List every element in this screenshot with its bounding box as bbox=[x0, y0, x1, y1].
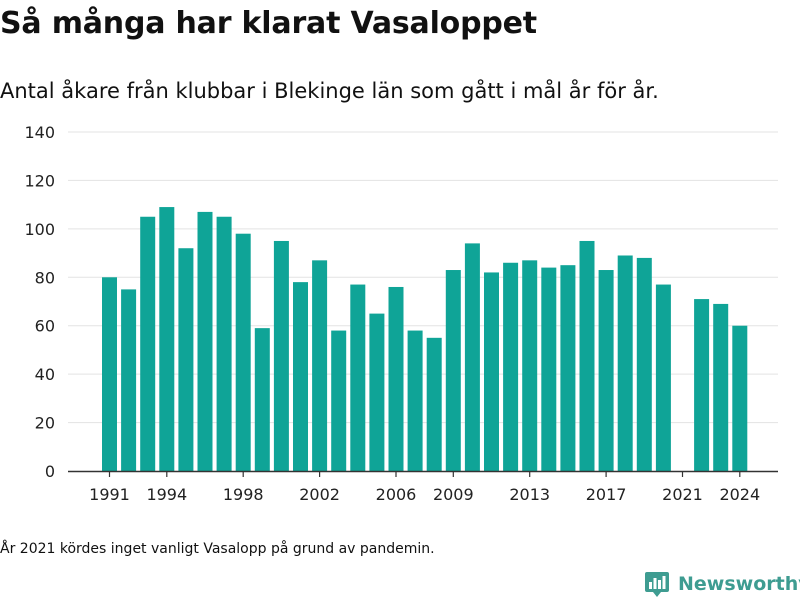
bar-2005[interactable] bbox=[369, 313, 385, 471]
y-tick-label: 120 bbox=[24, 171, 55, 190]
bar-1991[interactable] bbox=[102, 277, 117, 471]
bar-1997[interactable] bbox=[216, 216, 232, 471]
bar-2020[interactable] bbox=[655, 284, 671, 471]
y-tick-label: 60 bbox=[35, 317, 55, 336]
bar-1995[interactable] bbox=[178, 248, 194, 471]
x-tick-label: 1998 bbox=[223, 485, 264, 504]
bar-2001[interactable] bbox=[293, 282, 308, 471]
bar-1999[interactable] bbox=[254, 328, 270, 471]
bar-2019[interactable] bbox=[636, 257, 652, 471]
brand-name: Newsworthy bbox=[678, 573, 800, 595]
bar-2017[interactable] bbox=[598, 270, 614, 471]
x-axis-ticks: 1991 1994 1998 2002 2006 2009 2013 2017 2021 2024 bbox=[89, 471, 760, 504]
x-tick-label: 2024 bbox=[719, 485, 760, 504]
bar-2003[interactable] bbox=[331, 330, 347, 471]
bar-1998[interactable] bbox=[235, 233, 251, 471]
bar-2007[interactable] bbox=[407, 330, 423, 471]
y-tick-label: 0 bbox=[45, 462, 55, 481]
bar-1994[interactable] bbox=[159, 207, 175, 472]
x-tick-label: 1994 bbox=[146, 485, 187, 504]
x-tick-label: 2021 bbox=[662, 485, 703, 504]
y-tick-label: 100 bbox=[24, 220, 55, 239]
newsworthy-logo[interactable]: Newsworthy bbox=[644, 569, 800, 599]
bar-2013[interactable] bbox=[522, 260, 538, 471]
bar-2015[interactable] bbox=[560, 265, 576, 471]
y-tick-label: 80 bbox=[35, 268, 55, 287]
bar-2000[interactable] bbox=[273, 240, 289, 471]
bar-1992[interactable] bbox=[121, 289, 137, 471]
bar-2014[interactable] bbox=[541, 267, 557, 471]
bar-2006[interactable] bbox=[388, 286, 404, 471]
y-tick-label: 40 bbox=[35, 365, 55, 384]
bar-2022[interactable] bbox=[694, 299, 710, 471]
bar-2010[interactable] bbox=[464, 243, 480, 471]
y-tick-label: 140 bbox=[24, 123, 55, 142]
x-tick-label: 2002 bbox=[299, 485, 340, 504]
bar-2008[interactable] bbox=[426, 337, 442, 471]
bar-2024[interactable] bbox=[732, 325, 748, 471]
chart-subtitle: Antal åkare från klubbar i Blekinge län … bbox=[0, 79, 659, 103]
bar-2002[interactable] bbox=[312, 260, 328, 471]
chart-title: Så många har klarat Vasaloppet bbox=[0, 6, 537, 41]
bar-2009[interactable] bbox=[445, 270, 461, 471]
bar-1996[interactable] bbox=[197, 211, 213, 471]
bar-2023[interactable] bbox=[713, 303, 729, 471]
x-tick-label: 2013 bbox=[509, 485, 550, 504]
bars bbox=[102, 207, 748, 472]
x-tick-label: 2009 bbox=[433, 485, 474, 504]
x-tick-label: 2017 bbox=[586, 485, 627, 504]
newsworthy-chart-icon bbox=[645, 572, 669, 597]
bar-2018[interactable] bbox=[617, 255, 633, 471]
bar-2004[interactable] bbox=[350, 284, 366, 471]
x-tick-label: 2006 bbox=[376, 485, 417, 504]
bar-1993[interactable] bbox=[140, 216, 156, 471]
bar-2011[interactable] bbox=[484, 272, 499, 471]
gridlines bbox=[68, 131, 778, 424]
footnote: År 2021 kördes inget vanligt Vasalopp på… bbox=[0, 541, 435, 557]
y-axis-ticks: 0 20 40 60 80 100 120 140 bbox=[24, 123, 55, 481]
bar-2012[interactable] bbox=[503, 262, 519, 471]
y-tick-label: 20 bbox=[35, 414, 55, 433]
bar-2016[interactable] bbox=[579, 240, 595, 471]
x-tick-label: 1991 bbox=[89, 485, 130, 504]
